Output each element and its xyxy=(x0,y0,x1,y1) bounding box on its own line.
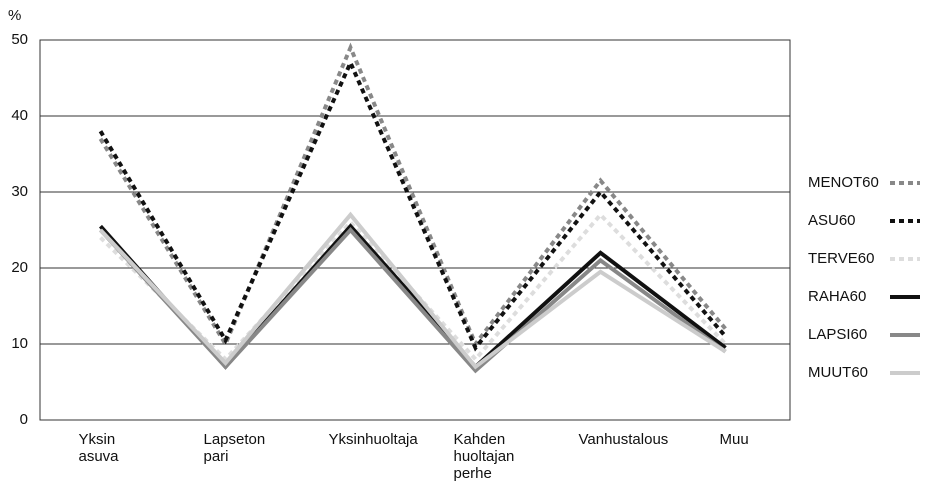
x-tick-label: Yksin asuva xyxy=(79,431,120,465)
series-line xyxy=(98,57,728,352)
plot-frame xyxy=(39,39,791,421)
y-tick-label: 50 xyxy=(11,31,28,48)
y-tick-label: 0 xyxy=(20,411,28,428)
series-line xyxy=(99,227,727,374)
y-tick-label: 10 xyxy=(11,335,28,352)
legend-label: RAHA60 xyxy=(808,288,866,305)
x-tick-label: Yksinhuoltaja xyxy=(329,431,419,448)
legend-label: ASU60 xyxy=(808,212,856,229)
x-tick-label: Vanhustalous xyxy=(579,431,669,448)
x-tick-label: Kahden huoltajan perhe xyxy=(454,431,515,482)
legend-label: LAPSI60 xyxy=(808,326,867,343)
y-tick-label: 40 xyxy=(11,107,28,124)
legend-label: TERVE60 xyxy=(808,250,874,267)
series-line xyxy=(99,211,727,370)
x-tick-label: Muu xyxy=(720,431,749,448)
x-tick-label: Lapseton pari xyxy=(204,431,266,465)
legend-label: MUUT60 xyxy=(808,364,868,381)
y-axis-label: % xyxy=(8,7,21,24)
legend-label: MENOT60 xyxy=(808,174,879,191)
y-tick-label: 30 xyxy=(11,183,28,200)
y-tick-label: 20 xyxy=(11,259,28,276)
series-line xyxy=(98,42,728,349)
